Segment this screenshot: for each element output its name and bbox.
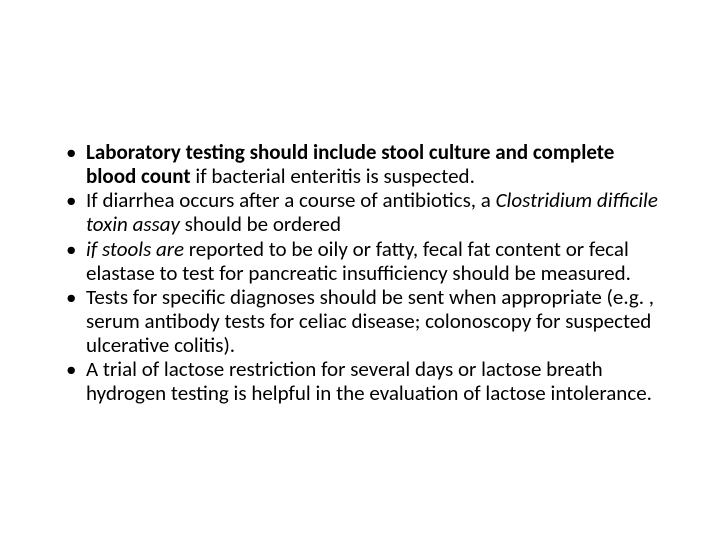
list-item: Tests for specific diagnoses should be s… bbox=[60, 285, 660, 357]
list-item: A trial of lactose restriction for sever… bbox=[60, 357, 660, 405]
text-run: Laboratory testing should include stool … bbox=[86, 139, 614, 189]
list-item: Laboratory testing should include stool … bbox=[60, 140, 660, 188]
text-run: if stools are reported to be oily or fat… bbox=[86, 236, 631, 286]
list-item: If diarrhea occurs after a course of ant… bbox=[60, 188, 660, 236]
slide: Laboratory testing should include stool … bbox=[0, 0, 720, 540]
text-run: If diarrhea occurs after a course of ant… bbox=[86, 187, 658, 237]
list-item: if stools are reported to be oily or fat… bbox=[60, 237, 660, 285]
bullet-list: Laboratory testing should include stool … bbox=[60, 140, 660, 406]
text-run: Tests for specific diagnoses should be s… bbox=[86, 284, 654, 358]
text-run: A trial of lactose restriction for sever… bbox=[86, 356, 652, 406]
